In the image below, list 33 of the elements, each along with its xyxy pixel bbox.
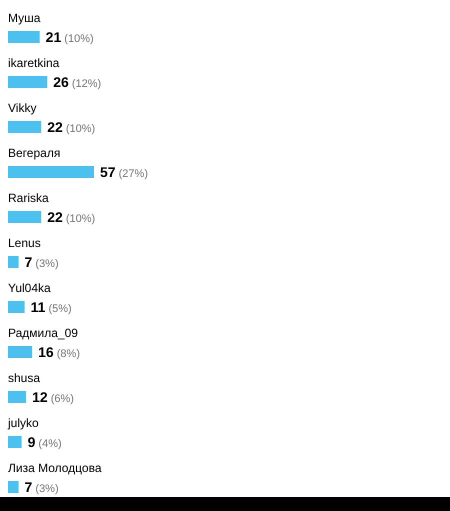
y-tick-label: Муша [8,11,41,25]
y-tick-label: Yul04ka [8,281,52,295]
data-label: 9 (4%) [28,434,62,450]
y-tick-label: julyko [7,416,40,430]
bar [8,346,32,358]
data-label: 26 (12%) [53,74,102,90]
y-tick-label: Лиза Молодцова [8,461,102,475]
y-tick-label: Вегераля [8,146,60,160]
data-label: 7 (3%) [24,479,59,495]
bar [8,256,19,268]
data-label: 22 (10%) [47,209,96,225]
y-tick-label: Rariska [8,191,49,205]
data-label: 21 (10%) [46,29,94,45]
bar [8,121,42,133]
bar [8,481,19,493]
y-tick-label: Vikky [8,101,36,115]
bar [8,31,40,43]
data-label: 16 (8%) [38,344,80,360]
bar [8,211,42,223]
bar [8,436,22,448]
bar [8,166,94,178]
data-label: 57 (27%) [100,164,148,180]
y-tick-label: shusa [8,371,40,385]
y-tick-label: ikaretkina [8,56,60,70]
bar [8,391,26,403]
y-tick-label: Радмила_09 [8,326,78,340]
data-label: 12 (6%) [32,389,74,405]
data-label: 22 (10%) [47,119,96,135]
y-tick-label: Lenus [8,236,41,250]
data-label: 11 (5%) [30,299,72,315]
data-label: 7 (3%) [24,254,59,270]
bar [8,76,48,88]
bar [8,301,25,313]
